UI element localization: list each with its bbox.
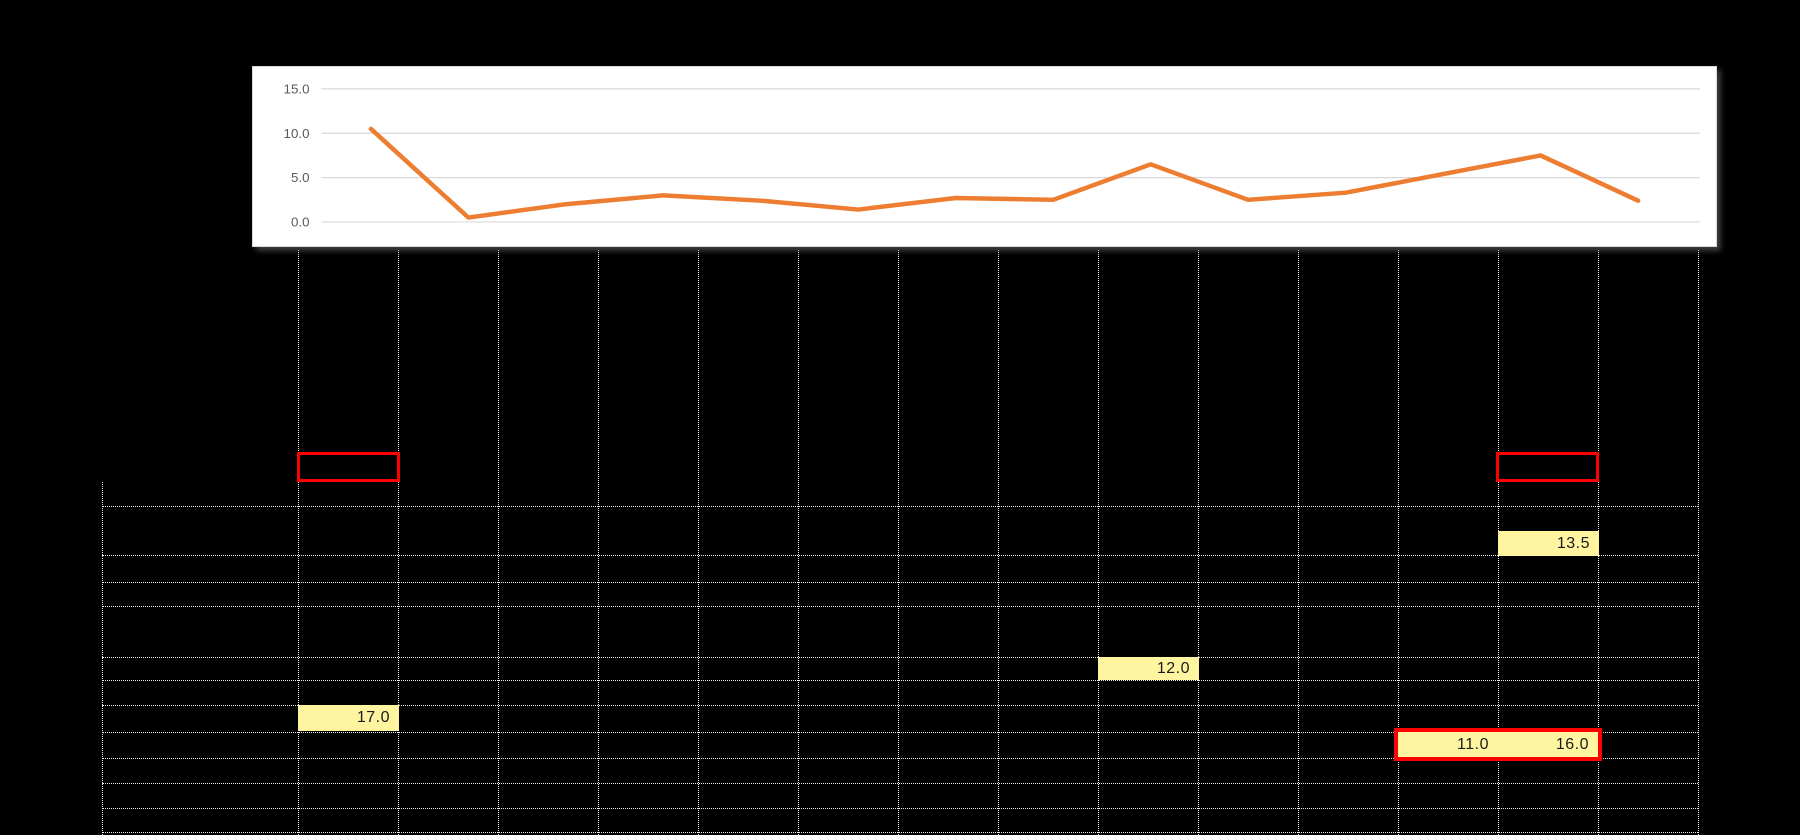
column-gridline xyxy=(398,250,399,835)
table-left-boundary xyxy=(102,482,103,835)
highlighted-cell-13-5[interactable]: 13.5 xyxy=(1498,531,1599,556)
row-gridline xyxy=(102,732,1698,733)
row-gridline xyxy=(102,758,1698,759)
y-axis-tick-label: 0.0 xyxy=(291,214,310,229)
column-gridline xyxy=(698,250,699,835)
row-gridline xyxy=(102,506,1698,507)
row-gridline xyxy=(102,783,1698,784)
column-gridline xyxy=(498,250,499,835)
column-gridline xyxy=(898,250,899,835)
row-gridline xyxy=(102,555,1698,556)
row-gridline xyxy=(102,680,1698,681)
highlighted-cell-16[interactable]: 16.0 xyxy=(1498,732,1598,757)
embedded-line-chart[interactable]: 0.0 5.0 10.0 15.0 xyxy=(252,66,1717,247)
red-outline-box-left xyxy=(297,452,400,482)
row-gridline xyxy=(102,606,1698,607)
row-gridline xyxy=(102,582,1698,583)
column-gridline xyxy=(1398,250,1399,835)
highlighted-cell-12[interactable]: 12.0 xyxy=(1098,657,1199,680)
data-series-line xyxy=(368,126,1641,220)
row-gridline xyxy=(102,808,1698,809)
y-axis-tick-label: 15.0 xyxy=(284,81,310,96)
highlighted-cell-11[interactable]: 11.0 xyxy=(1398,732,1498,757)
line-chart-plot: 0.0 5.0 10.0 15.0 xyxy=(284,81,1701,229)
row-gridline xyxy=(102,705,1698,706)
column-gridline xyxy=(998,250,999,835)
column-gridline xyxy=(1098,250,1099,835)
row-gridline xyxy=(102,832,1698,833)
column-gridline xyxy=(298,250,299,835)
column-gridline xyxy=(1198,250,1199,835)
highlighted-cell-17[interactable]: 17.0 xyxy=(298,705,399,731)
column-gridline xyxy=(1698,250,1699,835)
red-outline-box-value-pair xyxy=(1394,728,1602,761)
y-axis-tick-label: 5.0 xyxy=(291,170,310,185)
row-gridline xyxy=(102,657,1698,658)
column-gridline xyxy=(1298,250,1299,835)
column-gridline xyxy=(798,250,799,835)
red-outline-box-right xyxy=(1496,452,1599,482)
column-gridline xyxy=(598,250,599,835)
y-axis-tick-label: 10.0 xyxy=(284,126,310,141)
